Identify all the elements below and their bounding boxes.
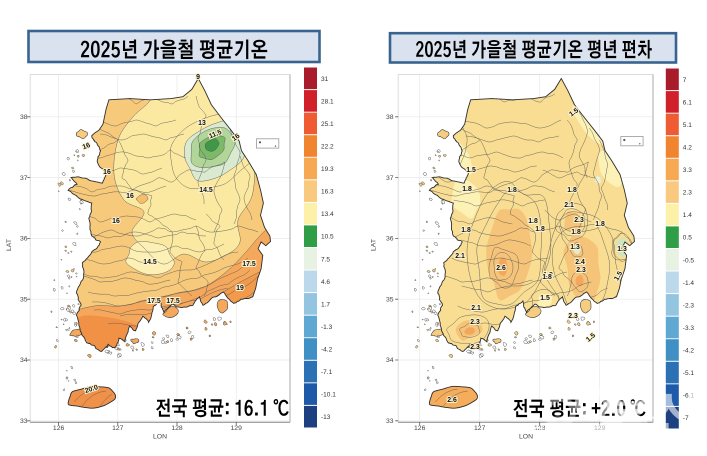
svg-text:31: 31 [321,76,329,83]
svg-text:-5.1: -5.1 [683,370,695,377]
svg-text:17.5: 17.5 [147,298,161,305]
svg-text:19: 19 [236,285,244,292]
svg-text:1.5: 1.5 [540,295,550,302]
svg-text:2.1: 2.1 [455,253,465,260]
svg-text:-13: -13 [321,414,331,421]
svg-text:1.4: 1.4 [683,212,692,219]
svg-text:17.5: 17.5 [242,261,256,268]
svg-text:126: 126 [414,425,426,432]
svg-text:13.4: 13.4 [321,211,334,218]
svg-text:17.5: 17.5 [166,298,180,305]
svg-text:3.3: 3.3 [683,167,692,174]
svg-text:2.6: 2.6 [447,397,457,404]
svg-text:38: 38 [20,114,28,121]
svg-text:14.5: 14.5 [199,187,213,194]
svg-text:28.1: 28.1 [321,98,334,105]
svg-text:2.3: 2.3 [576,267,586,274]
svg-text:127: 127 [112,425,124,432]
svg-text:kw/sosturlri: kw/sosturlri [526,422,586,436]
svg-text:36: 36 [20,236,28,243]
svg-text:129: 129 [231,425,243,432]
svg-text:37: 37 [20,175,28,182]
svg-text:1.8: 1.8 [542,274,552,281]
svg-text:-2.3: -2.3 [683,302,695,309]
svg-text:37: 37 [386,175,394,182]
svg-text:-6.1: -6.1 [683,393,695,400]
svg-text:2.4: 2.4 [575,259,585,266]
svg-text:7.5: 7.5 [321,256,330,263]
svg-text:1.8: 1.8 [543,272,553,279]
svg-text:1.8: 1.8 [507,187,517,194]
svg-text:14.5: 14.5 [143,259,157,266]
svg-text:34: 34 [20,357,28,364]
svg-text:16: 16 [126,193,134,200]
svg-text:1.8: 1.8 [595,221,605,228]
svg-text:128: 128 [171,425,183,432]
svg-text:1.8: 1.8 [567,187,577,194]
svg-text:1.8: 1.8 [462,186,472,193]
svg-text:-1.3: -1.3 [321,324,333,331]
svg-text:5.1: 5.1 [683,122,692,129]
svg-text:4.6: 4.6 [321,279,330,286]
svg-text:16.3: 16.3 [321,189,334,196]
svg-text:-1.4: -1.4 [683,280,695,287]
svg-text:22.2: 22.2 [321,144,334,151]
svg-text:-10.1: -10.1 [321,392,336,399]
svg-text:2.3: 2.3 [568,313,578,320]
svg-text:126: 126 [53,425,65,432]
svg-text:1.3: 1.3 [617,246,627,253]
svg-text:13: 13 [198,120,206,127]
svg-text:129: 129 [594,425,606,432]
svg-text:-4.2: -4.2 [321,347,333,354]
svg-text:1.8: 1.8 [535,226,545,233]
svg-text:25.1: 25.1 [321,121,334,128]
svg-text:10.5: 10.5 [321,234,334,241]
svg-text:-7: -7 [683,415,689,422]
svg-text:35: 35 [386,296,394,303]
svg-text:36: 36 [386,236,394,243]
svg-text:1.8: 1.8 [571,229,581,236]
svg-text:7: 7 [683,77,687,84]
svg-text:2.3: 2.3 [470,344,480,351]
svg-text:-0.5: -0.5 [683,257,695,264]
svg-text:1.8: 1.8 [528,218,538,225]
svg-text:6.1: 6.1 [683,99,692,106]
svg-text:2.1: 2.1 [471,305,481,312]
svg-text:1.7: 1.7 [321,301,330,308]
svg-text:34: 34 [386,357,394,364]
svg-text:19.3: 19.3 [321,166,334,173]
svg-text:LAT: LAT [6,239,13,251]
svg-text:16: 16 [103,169,111,176]
svg-text:2.3: 2.3 [574,217,584,224]
svg-text:1.5: 1.5 [466,167,476,174]
svg-text:4.2: 4.2 [683,145,692,152]
svg-text:33: 33 [20,418,28,425]
svg-text:1.8: 1.8 [461,227,471,234]
svg-text:38: 38 [386,114,394,121]
svg-text:0.5: 0.5 [683,235,692,242]
svg-text:128: 128 [534,425,546,432]
svg-text:LAT: LAT [371,239,378,251]
svg-text:-4.2: -4.2 [683,348,695,355]
svg-text:LON: LON [519,434,533,441]
svg-text:2.3: 2.3 [683,190,692,197]
svg-text:-7.1: -7.1 [321,369,333,376]
svg-text:33: 33 [386,418,394,425]
svg-text:2.6: 2.6 [496,265,506,272]
svg-text:9: 9 [196,74,200,81]
svg-text:127: 127 [474,425,486,432]
svg-text:16: 16 [112,218,120,225]
svg-text:2.3: 2.3 [470,319,480,326]
svg-text:LON: LON [153,434,167,441]
svg-text:1.3: 1.3 [570,244,580,251]
svg-text:-3.3: -3.3 [683,325,695,332]
svg-text:2.1: 2.1 [564,202,574,209]
svg-text:16: 16 [82,142,92,151]
svg-text:35: 35 [20,296,28,303]
